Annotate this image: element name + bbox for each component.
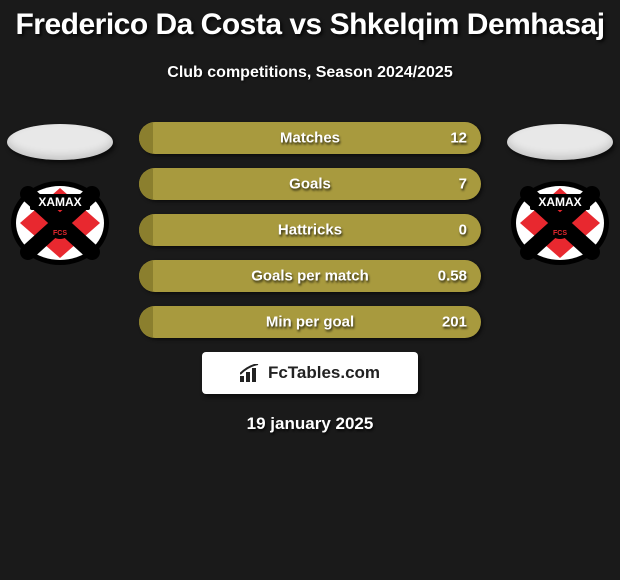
stat-value: 201	[442, 314, 467, 331]
xamax-badge-icon: XAMAX FCS	[510, 180, 610, 266]
bar-chart-icon	[240, 364, 262, 382]
svg-text:FCS: FCS	[53, 230, 67, 237]
stat-row: Hattricks0	[139, 214, 481, 246]
svg-text:XAMAX: XAMAX	[538, 195, 581, 209]
stat-value: 12	[450, 130, 467, 147]
xamax-badge-icon: XAMAX FCS	[10, 180, 110, 266]
svg-text:XAMAX: XAMAX	[38, 195, 81, 209]
brand-text: FcTables.com	[268, 363, 380, 383]
player-right-club-badge: XAMAX FCS	[510, 180, 610, 266]
stat-label: Goals per match	[139, 268, 481, 285]
stat-row: Matches12	[139, 122, 481, 154]
infographic-root: Frederico Da Costa vs Shkelqim Demhasaj …	[0, 0, 620, 434]
player-left-avatar-placeholder	[7, 124, 113, 160]
stat-value: 0.58	[438, 268, 467, 285]
page-title: Frederico Da Costa vs Shkelqim Demhasaj	[0, 0, 620, 42]
stat-label: Matches	[139, 130, 481, 147]
stat-value: 0	[459, 222, 467, 239]
player-right-avatar-placeholder	[507, 124, 613, 160]
player-right-column: XAMAX FCS	[500, 122, 620, 266]
stat-row: Goals7	[139, 168, 481, 200]
stat-row: Min per goal201	[139, 306, 481, 338]
brand-box[interactable]: FcTables.com	[202, 352, 418, 394]
player-left-club-badge: XAMAX FCS	[10, 180, 110, 266]
player-left-column: XAMAX FCS	[0, 122, 120, 266]
stat-value: 7	[459, 176, 467, 193]
stat-label: Hattricks	[139, 222, 481, 239]
content-area: XAMAX FCS XAMAX FCS	[0, 122, 620, 338]
svg-text:FCS: FCS	[553, 230, 567, 237]
date-label: 19 january 2025	[0, 414, 620, 434]
brand-label: FcTables.com	[240, 363, 380, 383]
stat-label: Min per goal	[139, 314, 481, 331]
stats-list: Matches12 Goals7 Hattricks0 Goals per match…	[139, 122, 481, 338]
stat-row: Goals per match0.58	[139, 260, 481, 292]
stat-label: Goals	[139, 176, 481, 193]
subtitle: Club competitions, Season 2024/2025	[0, 64, 620, 82]
